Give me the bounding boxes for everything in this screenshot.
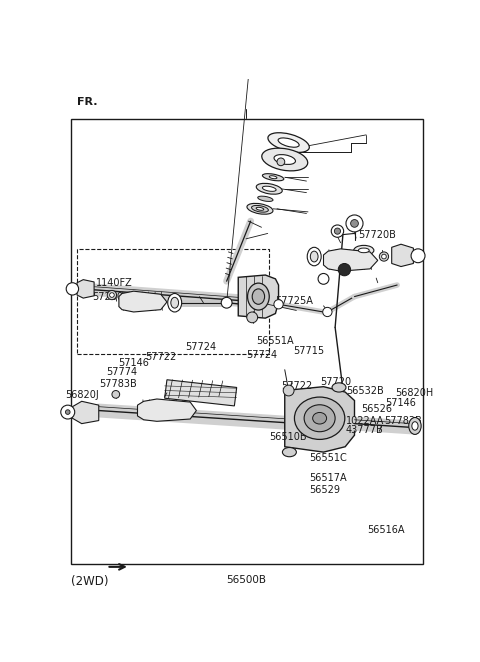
Circle shape — [65, 410, 70, 414]
Text: 57783B: 57783B — [384, 416, 422, 426]
Circle shape — [283, 385, 294, 396]
Ellipse shape — [332, 383, 346, 392]
Circle shape — [274, 300, 283, 309]
Ellipse shape — [171, 297, 179, 308]
Circle shape — [323, 307, 332, 316]
Ellipse shape — [294, 397, 345, 440]
Ellipse shape — [359, 248, 369, 253]
Text: 56820H: 56820H — [395, 388, 433, 398]
Bar — [71, 118, 423, 564]
Circle shape — [61, 405, 75, 419]
Circle shape — [247, 312, 258, 323]
Ellipse shape — [412, 422, 418, 430]
Text: 1022AA: 1022AA — [346, 416, 384, 426]
Ellipse shape — [304, 404, 335, 432]
Circle shape — [318, 273, 329, 284]
Polygon shape — [285, 387, 355, 452]
Ellipse shape — [282, 448, 296, 457]
Text: 57722: 57722 — [145, 352, 177, 361]
Text: 57720B: 57720B — [359, 230, 396, 240]
Polygon shape — [324, 249, 378, 271]
Text: (2WD): (2WD) — [71, 575, 108, 588]
Ellipse shape — [258, 196, 273, 201]
Circle shape — [331, 225, 344, 237]
Ellipse shape — [168, 293, 181, 312]
Ellipse shape — [262, 148, 308, 171]
Ellipse shape — [409, 418, 421, 434]
Text: 57783B: 57783B — [99, 379, 136, 389]
Text: 57146: 57146 — [385, 398, 416, 408]
Circle shape — [379, 252, 389, 261]
Circle shape — [346, 215, 363, 232]
Text: 56517A: 56517A — [309, 473, 347, 483]
Ellipse shape — [256, 183, 282, 194]
Text: 56500B: 56500B — [226, 575, 266, 585]
Ellipse shape — [247, 203, 273, 214]
Circle shape — [338, 263, 350, 276]
Circle shape — [221, 297, 232, 308]
Ellipse shape — [354, 246, 374, 256]
Text: 57724: 57724 — [246, 350, 277, 360]
Text: 56516A: 56516A — [368, 525, 405, 535]
Ellipse shape — [263, 173, 284, 181]
Circle shape — [382, 254, 386, 259]
Text: 57774: 57774 — [301, 416, 332, 426]
Text: 1140FZ: 1140FZ — [96, 279, 132, 289]
Text: 56529: 56529 — [309, 485, 340, 495]
Polygon shape — [392, 244, 413, 267]
Polygon shape — [238, 275, 278, 318]
Ellipse shape — [256, 207, 264, 211]
Text: 57774: 57774 — [107, 367, 138, 377]
Text: 57280: 57280 — [92, 293, 123, 303]
Ellipse shape — [312, 412, 326, 424]
Text: 56820J: 56820J — [65, 390, 99, 400]
Circle shape — [66, 283, 79, 295]
Text: 43777B: 43777B — [346, 425, 384, 435]
Circle shape — [411, 249, 425, 263]
Ellipse shape — [252, 205, 268, 212]
Circle shape — [109, 293, 114, 297]
Text: 57720: 57720 — [321, 377, 351, 387]
Circle shape — [277, 158, 285, 166]
Text: 56551A: 56551A — [256, 336, 294, 346]
Ellipse shape — [269, 175, 277, 179]
Polygon shape — [72, 401, 99, 424]
Ellipse shape — [268, 133, 309, 152]
Polygon shape — [77, 279, 94, 298]
Circle shape — [107, 291, 117, 300]
Text: FR.: FR. — [77, 97, 97, 107]
Text: 57715: 57715 — [293, 346, 324, 356]
Polygon shape — [119, 291, 167, 312]
Text: 57724: 57724 — [185, 342, 216, 352]
Polygon shape — [165, 380, 237, 406]
Polygon shape — [137, 399, 196, 421]
Ellipse shape — [248, 283, 269, 310]
Text: 56532B: 56532B — [346, 385, 384, 395]
Text: 56510B: 56510B — [269, 432, 307, 442]
Ellipse shape — [252, 289, 264, 305]
Text: 57722: 57722 — [281, 381, 312, 391]
Text: 56551C: 56551C — [309, 453, 347, 463]
Ellipse shape — [307, 248, 321, 265]
Circle shape — [112, 391, 120, 399]
Ellipse shape — [263, 186, 276, 191]
Ellipse shape — [278, 138, 299, 147]
Circle shape — [350, 220, 359, 227]
Ellipse shape — [311, 251, 318, 262]
Ellipse shape — [274, 155, 296, 164]
Circle shape — [335, 228, 340, 234]
Text: 56526: 56526 — [361, 404, 393, 414]
Text: 57725A: 57725A — [276, 296, 313, 307]
Text: 57146: 57146 — [118, 357, 149, 368]
